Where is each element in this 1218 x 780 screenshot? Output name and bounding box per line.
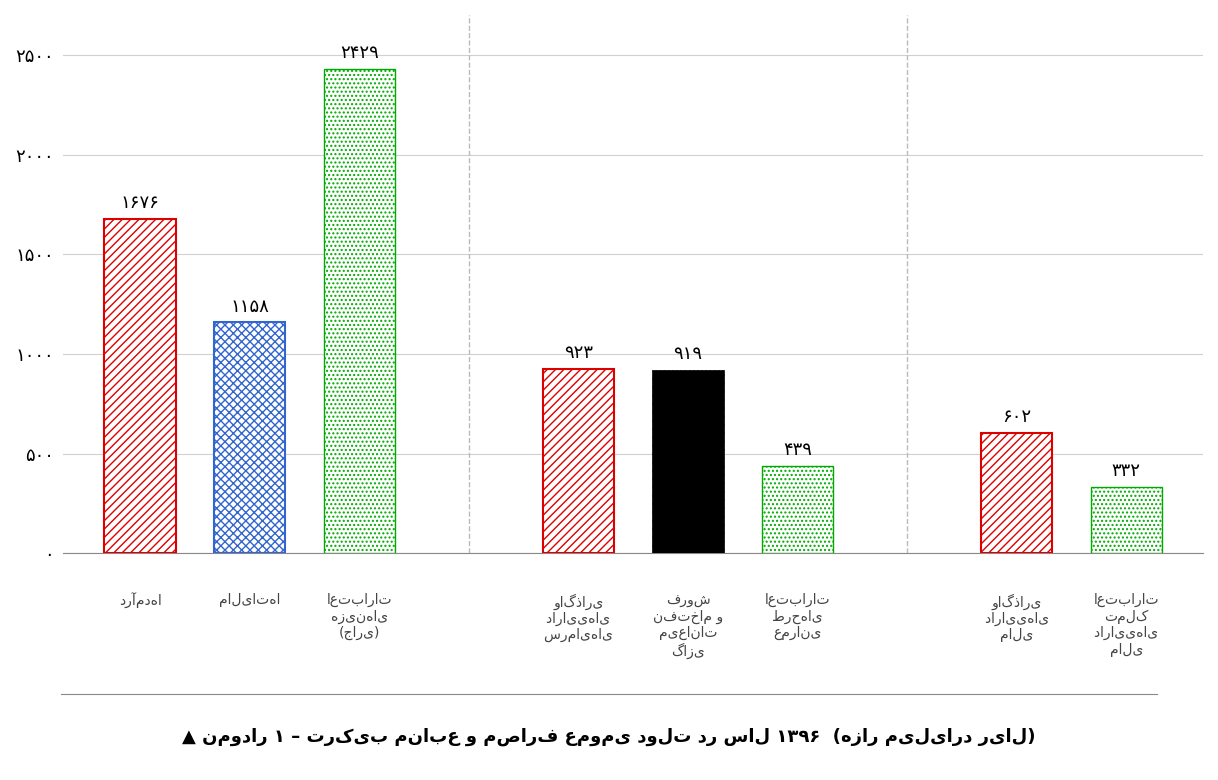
- Text: اعتبارات
تملک
دارایی‌های
مالی: اعتبارات تملک دارایی‌های مالی: [1094, 594, 1160, 657]
- Text: ۱۱۵۸: ۱۱۵۸: [230, 297, 269, 315]
- Text: ۹۲۳: ۹۲۳: [564, 344, 593, 363]
- Bar: [980, 434, 1052, 553]
- Text: اعتبارات
طرح‌های
عمرانی: اعتبارات طرح‌های عمرانی: [765, 594, 831, 640]
- Bar: [543, 370, 614, 553]
- Text: ۴۳۹: ۴۳۹: [783, 441, 812, 459]
- Bar: [105, 219, 175, 553]
- Text: مالیات‌ها: مالیات‌ها: [219, 594, 280, 608]
- Bar: [214, 322, 285, 553]
- Bar: [653, 370, 723, 553]
- Text: اعتبارات
هزینه‌ای
(جاری): اعتبارات هزینه‌ای (جاری): [326, 594, 392, 640]
- Text: ۳۳۲: ۳۳۲: [1112, 463, 1141, 480]
- Text: واگذاری
دارایی‌های
سرمایه‌ای: واگذاری دارایی‌های سرمایه‌ای: [544, 594, 613, 643]
- Bar: [1090, 488, 1162, 553]
- Text: ۱۶۷۶: ۱۶۷۶: [121, 194, 160, 212]
- Bar: [324, 69, 395, 553]
- Text: درآمدها: درآمدها: [118, 594, 162, 609]
- Text: ▲ نمودار ۱ – ترکیب منابع و مصارف عمومی دولت در سال ۱۳۹۶  (هزار میلیارد ریال): ▲ نمودار ۱ – ترکیب منابع و مصارف عمومی د…: [183, 728, 1035, 746]
- Text: ۲۴۲۹: ۲۴۲۹: [340, 44, 379, 62]
- Bar: [762, 466, 833, 553]
- Text: واگذاری
دارایی‌های
مالی: واگذاری دارایی‌های مالی: [984, 594, 1049, 642]
- Text: ۹۱۹: ۹۱۹: [674, 346, 703, 363]
- Text: فروش
نفتخام و
میعانات
گازی: فروش نفتخام و میعانات گازی: [653, 594, 723, 659]
- Text: ۶۰۲: ۶۰۲: [1002, 409, 1032, 427]
